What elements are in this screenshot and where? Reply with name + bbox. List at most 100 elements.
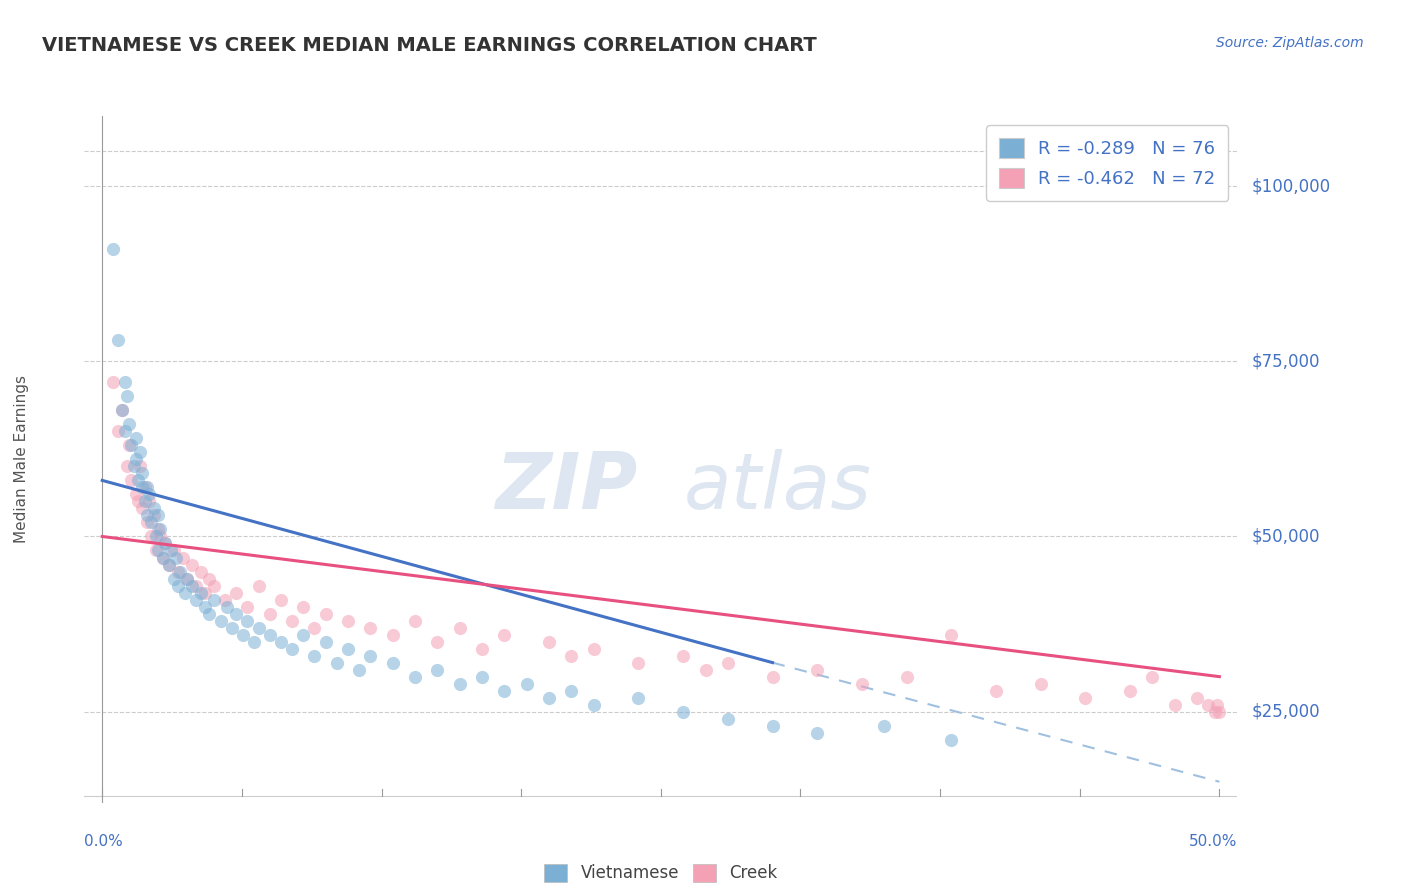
Point: [281, 641, 304, 656]
Point: [984, 683, 1007, 698]
Point: [169, 565, 191, 579]
Point: [232, 627, 254, 641]
Point: [1197, 698, 1219, 712]
Point: [174, 585, 197, 599]
Point: [292, 627, 315, 641]
Point: [202, 578, 225, 592]
Point: [172, 550, 194, 565]
Point: [538, 690, 561, 705]
Point: [131, 480, 153, 494]
Text: $25,000: $25,000: [1251, 703, 1320, 721]
Point: [1029, 676, 1052, 690]
Point: [627, 690, 650, 705]
Point: [138, 494, 160, 508]
Point: [941, 732, 963, 747]
Point: [1119, 683, 1142, 698]
Point: [761, 719, 783, 733]
Point: [157, 558, 180, 572]
Point: [381, 656, 404, 670]
Point: [538, 634, 561, 648]
Point: [672, 648, 695, 663]
Point: [247, 621, 270, 635]
Point: [202, 592, 225, 607]
Point: [426, 663, 449, 677]
Point: [359, 621, 381, 635]
Point: [1208, 705, 1230, 719]
Point: [153, 536, 176, 550]
Point: [146, 508, 169, 523]
Point: [627, 656, 650, 670]
Point: [149, 529, 172, 543]
Point: [198, 607, 221, 621]
Point: [337, 641, 360, 656]
Text: Source: ZipAtlas.com: Source: ZipAtlas.com: [1216, 36, 1364, 50]
Point: [494, 627, 516, 641]
Point: [127, 494, 149, 508]
Point: [259, 607, 281, 621]
Point: [270, 634, 292, 648]
Point: [165, 550, 187, 565]
Point: [115, 389, 138, 403]
Point: [236, 599, 259, 614]
Point: [184, 592, 207, 607]
Point: [247, 578, 270, 592]
Text: 50.0%: 50.0%: [1189, 834, 1237, 849]
Text: Median Male Earnings: Median Male Earnings: [14, 376, 28, 543]
Point: [326, 656, 349, 670]
Point: [107, 425, 129, 439]
Point: [157, 558, 180, 572]
Point: [449, 676, 471, 690]
Point: [560, 648, 582, 663]
Point: [304, 621, 326, 635]
Point: [114, 425, 136, 439]
Point: [160, 543, 183, 558]
Text: $50,000: $50,000: [1251, 527, 1320, 546]
Point: [672, 705, 695, 719]
Point: [107, 333, 129, 347]
Point: [717, 656, 740, 670]
Text: atlas: atlas: [683, 449, 872, 524]
Text: $75,000: $75,000: [1251, 352, 1320, 370]
Point: [135, 516, 157, 530]
Point: [426, 634, 449, 648]
Point: [134, 480, 156, 494]
Point: [120, 474, 142, 488]
Point: [516, 676, 538, 690]
Point: [337, 614, 360, 628]
Point: [494, 683, 516, 698]
Point: [259, 627, 281, 641]
Point: [404, 614, 426, 628]
Point: [146, 543, 169, 558]
Point: [717, 712, 740, 726]
Point: [315, 607, 337, 621]
Point: [180, 558, 202, 572]
Point: [304, 648, 326, 663]
Point: [135, 480, 157, 494]
Point: [145, 529, 167, 543]
Point: [115, 459, 138, 474]
Point: [214, 592, 236, 607]
Point: [194, 585, 217, 599]
Point: [145, 543, 167, 558]
Text: $100,000: $100,000: [1251, 177, 1330, 195]
Point: [103, 376, 125, 390]
Point: [142, 501, 165, 516]
Point: [806, 725, 828, 739]
Point: [111, 403, 134, 417]
Point: [163, 543, 186, 558]
Text: VIETNAMESE VS CREEK MEDIAN MALE EARNINGS CORRELATION CHART: VIETNAMESE VS CREEK MEDIAN MALE EARNINGS…: [42, 36, 817, 54]
Point: [281, 614, 304, 628]
Point: [167, 578, 190, 592]
Point: [221, 621, 243, 635]
Point: [127, 474, 149, 488]
Point: [359, 648, 381, 663]
Point: [118, 417, 141, 432]
Point: [111, 403, 134, 417]
Point: [806, 663, 828, 677]
Point: [135, 508, 157, 523]
Point: [152, 550, 174, 565]
Point: [176, 572, 198, 586]
Point: [404, 670, 426, 684]
Point: [851, 676, 873, 690]
Point: [138, 487, 160, 501]
